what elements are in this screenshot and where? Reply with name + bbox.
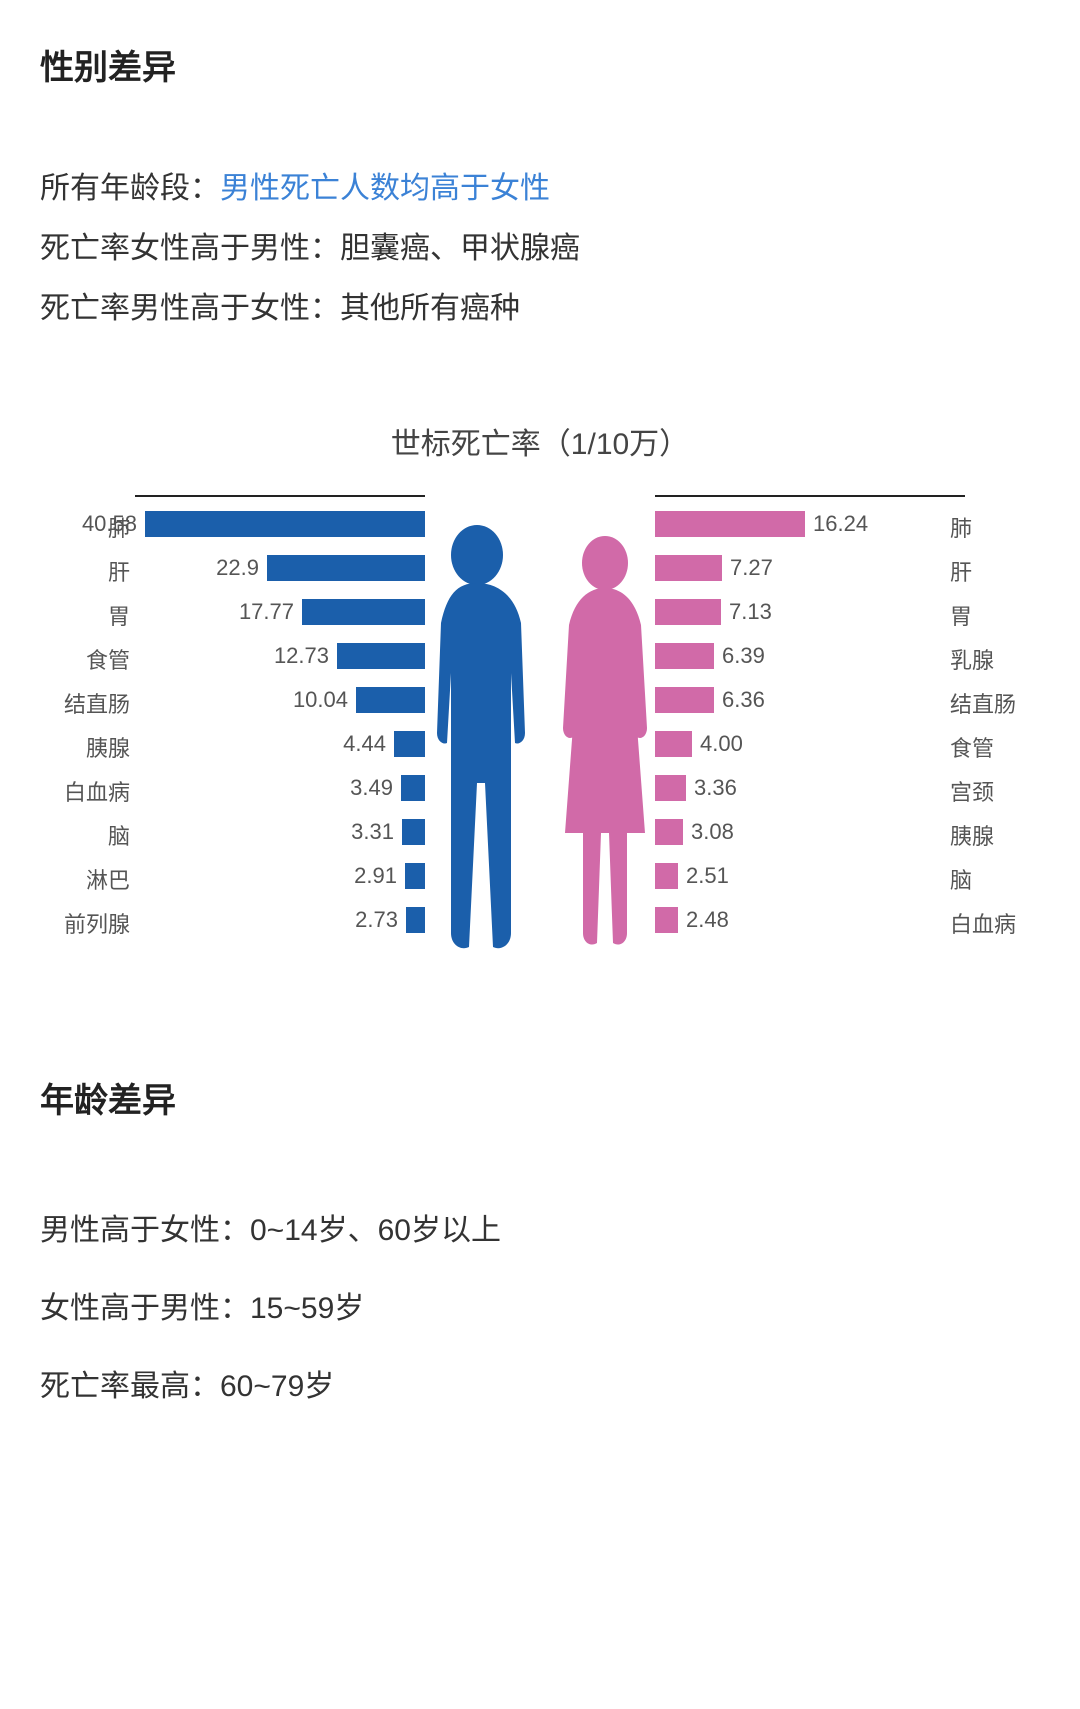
female-bar bbox=[655, 643, 714, 669]
chart-row: 40.58肺16.24肺 bbox=[40, 503, 1040, 547]
chart-row: 4.44 胰腺 4.00 食管 bbox=[40, 723, 1040, 767]
age-line3: 死亡率最高：60~79岁 bbox=[40, 1348, 1040, 1426]
chart-canvas: 40.58肺16.24肺22.9肝7.27肝17.77胃7.13胃12.73食管… bbox=[40, 503, 1040, 963]
female-value: 16.24 bbox=[813, 511, 868, 537]
chart-row: 2.73 前列腺 2.48 白血病 bbox=[40, 899, 1040, 943]
male-bar bbox=[406, 907, 425, 933]
female-bar bbox=[655, 511, 805, 537]
female-label: 结直肠 bbox=[950, 687, 1040, 719]
male-label: 白血病 bbox=[40, 775, 130, 807]
female-bar bbox=[655, 555, 722, 581]
male-label: 肝 bbox=[40, 555, 130, 587]
male-value: 22.9 bbox=[216, 555, 259, 581]
chart-row: 2.91 淋巴 2.51 脑 bbox=[40, 855, 1040, 899]
male-bar bbox=[405, 863, 425, 889]
female-label: 脑 bbox=[950, 863, 1040, 895]
age-diff-heading: 年龄差异 bbox=[40, 1073, 1040, 1122]
male-value: 3.31 bbox=[351, 819, 394, 845]
male-bar bbox=[267, 555, 425, 581]
male-label: 脑 bbox=[40, 819, 130, 851]
female-value: 3.36 bbox=[694, 775, 737, 801]
age-diff-text: 男性高于女性：0~14岁、60岁以上 女性高于男性：15~59岁 死亡率最高：6… bbox=[40, 1192, 1040, 1426]
mortality-chart: 世标死亡率（1/10万） 40.58肺16.24肺22.9肝7. bbox=[40, 419, 1040, 963]
chart-row: 22.9 肝 7.27 肝 bbox=[40, 547, 1040, 591]
female-label: 胃 bbox=[950, 599, 1040, 631]
male-label: 结直肠 bbox=[40, 687, 130, 719]
gender-diff-text: 所有年龄段：男性死亡人数均高于女性 死亡率女性高于男性：胆囊癌、甲状腺癌 死亡率… bbox=[40, 159, 1040, 339]
male-value: 4.44 bbox=[343, 731, 386, 757]
female-bar bbox=[655, 907, 678, 933]
chart-row: 3.49 白血病 3.36 宫颈 bbox=[40, 767, 1040, 811]
male-bar bbox=[145, 511, 425, 537]
male-label: 胃 bbox=[40, 599, 130, 631]
male-value: 17.77 bbox=[239, 599, 294, 625]
female-label: 乳腺 bbox=[950, 643, 1040, 675]
female-value: 6.36 bbox=[722, 687, 765, 713]
female-value: 4.00 bbox=[700, 731, 743, 757]
female-value: 2.51 bbox=[686, 863, 729, 889]
male-bar bbox=[356, 687, 425, 713]
female-bar bbox=[655, 731, 692, 757]
female-value: 7.13 bbox=[729, 599, 772, 625]
age-diff-section: 年龄差异 男性高于女性：0~14岁、60岁以上 女性高于男性：15~59岁 死亡… bbox=[40, 1073, 1040, 1426]
male-label: 肺 bbox=[40, 511, 130, 543]
female-bar bbox=[655, 819, 683, 845]
age-line2: 女性高于男性：15~59岁 bbox=[40, 1270, 1040, 1348]
female-label: 宫颈 bbox=[950, 775, 1040, 807]
female-label: 白血病 bbox=[950, 907, 1040, 939]
female-bar bbox=[655, 599, 721, 625]
female-label: 食管 bbox=[950, 731, 1040, 763]
female-value: 3.08 bbox=[691, 819, 734, 845]
line2: 死亡率女性高于男性：胆囊癌、甲状腺癌 bbox=[40, 219, 1040, 279]
male-value: 3.49 bbox=[350, 775, 393, 801]
female-label: 胰腺 bbox=[950, 819, 1040, 851]
male-bar bbox=[402, 819, 425, 845]
male-label: 食管 bbox=[40, 643, 130, 675]
female-bar bbox=[655, 775, 686, 801]
chart-row: 10.04 结直肠 6.36 结直肠 bbox=[40, 679, 1040, 723]
line1-highlight: 男性死亡人数均高于女性 bbox=[220, 172, 550, 205]
line1-prefix: 所有年龄段： bbox=[40, 172, 220, 205]
chart-title: 世标死亡率（1/10万） bbox=[40, 419, 1040, 463]
chart-row: 12.73 食管 6.39 乳腺 bbox=[40, 635, 1040, 679]
gender-diff-heading: 性别差异 bbox=[40, 40, 1040, 89]
male-value: 10.04 bbox=[293, 687, 348, 713]
female-value: 2.48 bbox=[686, 907, 729, 933]
male-bar bbox=[302, 599, 425, 625]
male-bar bbox=[337, 643, 425, 669]
male-value: 2.91 bbox=[354, 863, 397, 889]
male-bar bbox=[401, 775, 425, 801]
female-label: 肝 bbox=[950, 555, 1040, 587]
female-bar bbox=[655, 863, 678, 889]
chart-row: 3.31 脑 3.08 胰腺 bbox=[40, 811, 1040, 855]
male-value: 2.73 bbox=[355, 907, 398, 933]
male-label: 淋巴 bbox=[40, 863, 130, 895]
age-line1: 男性高于女性：0~14岁、60岁以上 bbox=[40, 1192, 1040, 1270]
female-label: 肺 bbox=[950, 511, 1040, 543]
male-label: 前列腺 bbox=[40, 907, 130, 939]
female-value: 6.39 bbox=[722, 643, 765, 669]
male-bar bbox=[394, 731, 425, 757]
female-bar bbox=[655, 687, 714, 713]
chart-row: 17.77 胃 7.13 胃 bbox=[40, 591, 1040, 635]
chart-rows: 40.58肺16.24肺22.9肝7.27肝17.77胃7.13胃12.73食管… bbox=[40, 503, 1040, 943]
female-value: 7.27 bbox=[730, 555, 773, 581]
line3: 死亡率男性高于女性：其他所有癌种 bbox=[40, 279, 1040, 339]
male-axis bbox=[135, 495, 425, 497]
female-axis bbox=[655, 495, 965, 497]
male-label: 胰腺 bbox=[40, 731, 130, 763]
male-value: 12.73 bbox=[274, 643, 329, 669]
